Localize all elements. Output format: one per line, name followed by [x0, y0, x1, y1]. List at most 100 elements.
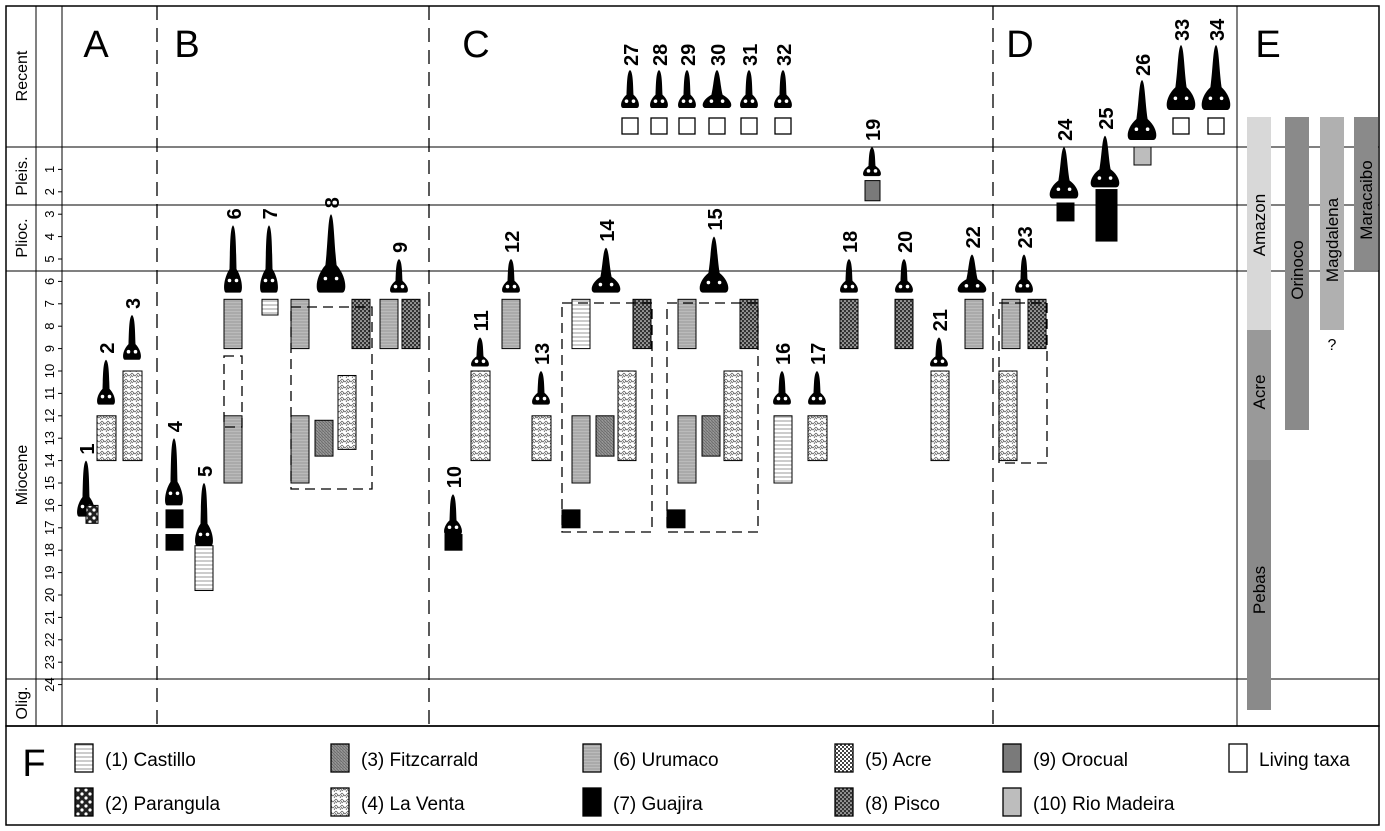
skull-silhouette	[195, 483, 213, 546]
formation-bar	[165, 534, 184, 551]
formation-bar	[290, 415, 310, 484]
ma-tick-label: 2	[42, 188, 57, 195]
epoch-label: Miocene	[14, 445, 31, 506]
formation-bar	[632, 298, 652, 350]
ma-tick-label: 9	[42, 345, 57, 352]
skull-orbit-mark	[234, 278, 239, 283]
ma-tick-label: 17	[42, 521, 57, 535]
skull-silhouette	[224, 225, 242, 293]
skull-silhouette	[1127, 80, 1157, 140]
skull-orbit-mark	[263, 278, 268, 283]
skull-silhouette	[774, 70, 792, 108]
taxon-group: 4	[165, 420, 187, 551]
formation-bar	[964, 298, 984, 350]
skull-orbit-mark	[323, 276, 328, 281]
legend-label: (3) Fitzcarrald	[361, 750, 478, 771]
taxon-number: 5	[195, 466, 217, 477]
taxon-group: 32	[774, 44, 796, 135]
skull-orbit-mark	[1184, 96, 1189, 101]
ma-tick-label: 22	[42, 633, 57, 647]
formation-bar	[1095, 189, 1118, 242]
legend-label: Living taxa	[1259, 750, 1350, 771]
taxon-group: 5	[194, 466, 217, 592]
skull-orbit-mark	[1173, 96, 1178, 101]
taxon-group: 13	[531, 343, 554, 462]
formation-bar	[290, 298, 310, 350]
basin-label: Pebas	[1250, 566, 1269, 614]
skull-orbit-mark	[454, 525, 459, 530]
skull-silhouette	[97, 359, 115, 405]
skull-orbit-mark	[270, 278, 275, 283]
skull-orbit-mark	[898, 284, 903, 289]
skull-orbit-mark	[1056, 187, 1061, 192]
skull-orbit-mark	[1108, 176, 1113, 180]
panel-label: E	[1255, 24, 1280, 66]
legend-item: (5) Acre	[834, 743, 932, 773]
skull-orbit-mark	[720, 99, 725, 103]
ma-tick-label: 21	[42, 610, 57, 624]
panel-label: D	[1006, 24, 1033, 66]
taxon-number: 4	[165, 420, 187, 432]
taxon-number: 25	[1096, 108, 1118, 130]
skull-orbit-mark	[905, 284, 910, 289]
skull-silhouette	[1090, 135, 1120, 188]
formation-bar	[701, 415, 721, 457]
taxon-group: 26	[1127, 54, 1157, 166]
epoch-label: Olig.	[14, 687, 31, 720]
living-taxa-box	[774, 117, 792, 135]
formation-bar	[739, 298, 759, 350]
skull-orbit-mark	[107, 394, 112, 399]
legend-swatch	[582, 787, 602, 817]
ma-tick-label: 3	[42, 211, 57, 218]
skull-silhouette	[621, 70, 639, 108]
basin-label: Orinoco	[1288, 240, 1307, 300]
formation-bar	[666, 509, 686, 529]
panel-label: F	[22, 743, 45, 785]
taxon-group: 11	[470, 310, 493, 462]
skull-orbit-mark	[126, 349, 131, 354]
formation-bar	[723, 370, 743, 462]
skull-orbit-mark	[653, 99, 658, 103]
ma-tick-label: 10	[42, 364, 57, 378]
legend-item: (6) Urumaco	[582, 743, 719, 773]
skull-orbit-mark	[334, 276, 339, 281]
ma-tick-label: 20	[42, 588, 57, 602]
taxon-group: 3	[122, 298, 145, 462]
formation-bar	[807, 415, 828, 462]
skull-silhouette	[1049, 147, 1079, 199]
formation-bar	[444, 534, 463, 551]
taxon-number: 12	[502, 231, 524, 253]
taxon-group: 27	[621, 44, 643, 135]
legend-label: (4) La Venta	[361, 794, 465, 815]
taxon-group: 19	[863, 119, 885, 202]
skull-orbit-mark	[133, 349, 138, 354]
basin-range-bar	[1320, 117, 1344, 330]
taxon-group: 12	[501, 231, 524, 350]
skull-silhouette	[1166, 45, 1196, 110]
formation-bar	[223, 415, 243, 484]
skull-silhouette	[895, 259, 913, 293]
question-mark: ?	[1328, 337, 1337, 354]
skull-silhouette	[471, 337, 489, 367]
skull-orbit-mark	[474, 359, 479, 364]
taxon-number: 14	[597, 219, 619, 242]
formation-bar	[1133, 146, 1152, 166]
skull-orbit-mark	[964, 283, 969, 288]
taxon-group: 15	[666, 208, 759, 529]
skull-orbit-mark	[743, 99, 748, 103]
taxon-group: 6	[223, 208, 246, 484]
chart-frame	[5, 5, 1380, 727]
taxon-group: 1	[77, 443, 99, 524]
skull-orbit-mark	[750, 99, 755, 103]
taxon-number: 34	[1207, 18, 1229, 41]
taxon-group: 10	[444, 466, 466, 551]
formation-bar	[773, 415, 793, 484]
skull-orbit-mark	[975, 283, 980, 288]
taxon-group: 18	[839, 231, 862, 350]
panel-label: C	[462, 24, 489, 66]
skull-orbit-mark	[709, 99, 714, 103]
taxon-group: 33	[1166, 19, 1196, 135]
skull-silhouette	[532, 371, 550, 405]
taxon-group: 29	[678, 44, 700, 135]
epoch-label: Plioc.	[14, 218, 31, 257]
